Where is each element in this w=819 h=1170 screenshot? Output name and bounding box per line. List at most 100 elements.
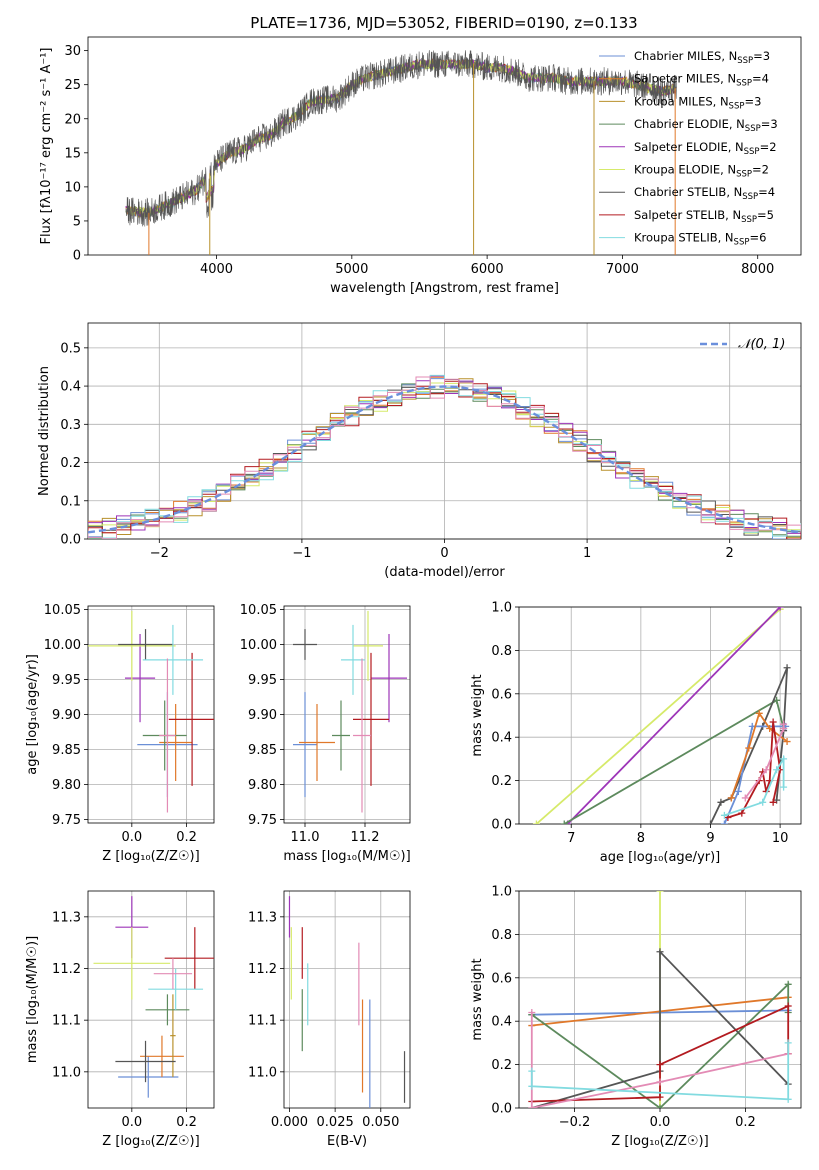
legend-label: Salpeter MILES, NSSP=4 — [634, 72, 769, 89]
weight-marker — [727, 794, 735, 802]
x-tick-label: 5000 — [335, 262, 368, 277]
legend-label: Kroupa STELIB, NSSP=6 — [634, 231, 766, 248]
x-tick-label: −0.2 — [559, 1115, 591, 1130]
residual-legend: 𝒩(0, 1) — [700, 337, 785, 352]
weight-marker — [528, 1082, 536, 1090]
error-bar-point — [159, 658, 176, 813]
error-bar-point — [124, 634, 156, 723]
y-tick-label: 9.75 — [248, 813, 277, 828]
legend-label: Chabrier MILES, NSSP=3 — [634, 49, 770, 66]
x-tick-label: 4000 — [200, 262, 233, 277]
x-tick-label: 11.2 — [351, 830, 380, 845]
error-bar-point — [93, 927, 171, 1000]
mass-vs-EBV-axes: 0.000 0.025 0.050 11.0 11.1 11.2 11.3 E(B-V) — [248, 890, 411, 1149]
weight-marker — [780, 783, 788, 791]
age-vs-Z-ylabel: age [log₁₀(age/yr)] — [25, 654, 40, 775]
weight-marker — [783, 738, 791, 746]
age-vs-Z-axes: 0.0 0.2 9.75 9.80 9.85 9.90 9.95 10.00 10.05 Z [l… — [25, 603, 215, 864]
residuals-xlabel: (data-model)/error — [384, 565, 505, 580]
error-bar-point — [371, 634, 407, 723]
y-tick-label: 0.2 — [491, 774, 512, 789]
mass-vs-EBV-points — [288, 896, 406, 1108]
error-bar-point — [332, 700, 350, 771]
y-tick-label: 25 — [64, 78, 81, 93]
figure-title: PLATE=1736, MJD=53052, FIBERID=0190, z=0… — [250, 14, 637, 32]
x-tick-label: 8000 — [741, 262, 774, 277]
y-tick-label: 11.2 — [52, 962, 81, 977]
spectrum-ylabel: Flux [fλ10⁻¹⁷ erg cm⁻² s⁻¹ A⁻¹] — [39, 48, 54, 245]
weight-vs-Z-axes: −0.2 0.0 0.2 0.0 0.2 0.4 0.6 0.8 1.0 Z [log₁₀(Z/Z… — [470, 885, 802, 1149]
mass-vs-EBV-frame — [283, 890, 411, 1109]
y-tick-label: 30 — [64, 44, 81, 59]
y-tick-label: 9.80 — [248, 778, 277, 793]
y-tick-label: 0.6 — [491, 687, 512, 702]
y-tick-label: 10.00 — [240, 638, 277, 653]
weight-marker — [656, 891, 664, 895]
y-tick-label: 0.8 — [491, 928, 512, 943]
weight-marker — [717, 798, 725, 806]
x-tick-label: 0.2 — [176, 830, 197, 845]
weight-vs-age-xlabel: age [log₁₀(age/yr)] — [600, 850, 721, 865]
weight-marker — [773, 766, 781, 774]
weight-line — [530, 1042, 790, 1101]
x-tick-label: 0.2 — [735, 1115, 756, 1130]
x-tick-label: 8 — [637, 831, 645, 846]
error-bar-point — [145, 994, 190, 1026]
spectrum-axes: 4000 5000 6000 7000 8000 0 5 10 15 20 25 30 waveleng… — [39, 36, 802, 296]
error-bar-point — [353, 652, 389, 786]
weight-marker — [656, 1104, 664, 1108]
y-tick-label: 10.05 — [44, 603, 81, 618]
legend-label: Chabrier ELODIE, NSSP=3 — [634, 117, 778, 134]
residual-histograms — [88, 374, 801, 539]
y-tick-label: 0.1 — [60, 494, 81, 509]
y-tick-label: 1.0 — [491, 601, 512, 616]
legend-label: Chabrier STELIB, NSSP=4 — [634, 185, 775, 202]
weight-vs-Z-ylabel: mass weight — [470, 958, 485, 1040]
y-tick-label: 11.0 — [248, 1065, 277, 1080]
weight-marker — [734, 787, 742, 795]
weight-marker — [769, 798, 777, 806]
error-bar-point — [353, 658, 371, 813]
mass-vs-Z-xlabel: Z [log₁₀(Z/Z☉)] — [102, 1134, 199, 1149]
error-bar-point — [148, 968, 204, 1010]
weight-vs-age-axes: 7 8 9 10 0.0 0.2 0.4 0.6 0.8 1.0 age [log₁₀(age/yr… — [470, 601, 802, 865]
y-tick-label: 0.0 — [60, 533, 81, 548]
x-tick-label: −2 — [150, 546, 169, 561]
age-vs-Z-points — [88, 610, 214, 813]
weight-marker — [783, 664, 791, 672]
weight-marker — [784, 980, 792, 988]
x-tick-label: 6000 — [471, 262, 504, 277]
legend-label: Kroupa MILES, NSSP=3 — [634, 94, 761, 111]
error-bar-point — [118, 629, 173, 660]
error-bar-point — [293, 629, 317, 660]
x-tick-label: 7 — [567, 831, 575, 846]
weight-marker — [780, 755, 788, 763]
weight-marker — [755, 709, 763, 717]
y-tick-label: 9.85 — [52, 743, 81, 758]
weight-marker — [656, 1093, 664, 1101]
weight-marker — [784, 1095, 792, 1103]
weight-marker — [780, 720, 788, 728]
y-tick-label: 0.4 — [60, 380, 81, 395]
weight-marker — [745, 744, 753, 752]
age-vs-mass-points — [293, 610, 407, 813]
y-tick-label: 11.3 — [52, 910, 81, 925]
y-tick-label: 0.6 — [491, 971, 512, 986]
x-tick-label: 0.000 — [271, 1115, 308, 1130]
y-tick-label: 11.3 — [248, 910, 277, 925]
legend-label: Kroupa ELODIE, NSSP=2 — [634, 163, 769, 180]
y-tick-label: 0.2 — [491, 1058, 512, 1073]
x-tick-label: 0.2 — [176, 1115, 197, 1130]
x-tick-label: 0.0 — [121, 1115, 142, 1130]
y-tick-label: 0.2 — [60, 456, 81, 471]
y-tick-label: 0.0 — [491, 1102, 512, 1117]
y-tick-label: 0.4 — [491, 1015, 512, 1030]
spectrum-legend: Chabrier MILES, NSSP=3 Salpeter MILES, NS… — [599, 49, 778, 248]
y-tick-label: 10.00 — [44, 638, 81, 653]
error-bar-point — [341, 624, 365, 695]
y-tick-label: 0.4 — [491, 731, 512, 746]
histogram-step — [88, 376, 801, 539]
age-vs-mass-axes: 11.0 11.2 9.75 9.80 9.85 9.90 9.95 10.00 10.05 ma… — [240, 603, 411, 864]
y-tick-label: 11.0 — [52, 1065, 81, 1080]
weight-marker — [784, 1002, 792, 1010]
